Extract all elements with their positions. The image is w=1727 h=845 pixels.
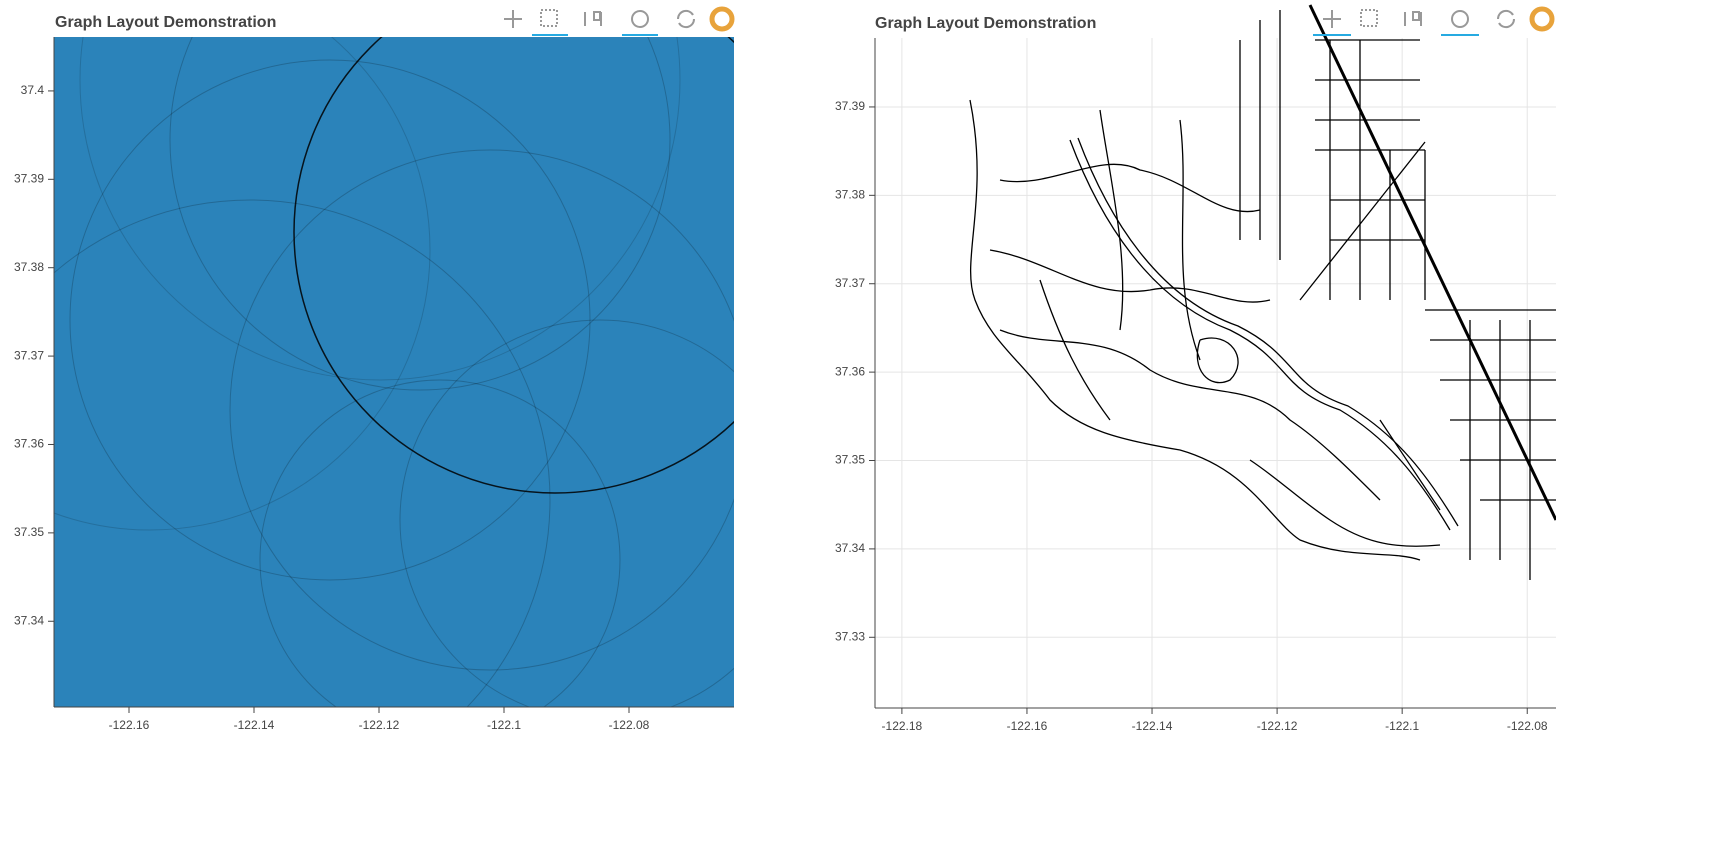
y-tick-label: 37.38 bbox=[14, 260, 44, 274]
pan-tool[interactable] bbox=[1323, 10, 1341, 28]
wheel-zoom-tool[interactable] bbox=[1404, 11, 1422, 26]
y-tick-label: 37.36 bbox=[835, 364, 865, 378]
y-tick-label: 37.35 bbox=[835, 453, 865, 467]
plot-left: Graph Layout Demonstration -122.16 -122.1… bbox=[14, 14, 734, 732]
toolbar-right[interactable] bbox=[1313, 6, 1555, 36]
box-zoom-tool[interactable] bbox=[540, 9, 558, 27]
pan-tool[interactable] bbox=[504, 10, 522, 28]
y-tick-label: 37.38 bbox=[835, 188, 865, 202]
x-tick-label: -122.1 bbox=[487, 718, 521, 732]
x-tick-label: -122.1 bbox=[1385, 719, 1419, 733]
y-tick-label: 37.39 bbox=[835, 99, 865, 113]
bokeh-logo[interactable] bbox=[709, 6, 735, 32]
x-tick-label: -122.16 bbox=[109, 718, 150, 732]
chart-title: Graph Layout Demonstration bbox=[875, 15, 1096, 32]
y-tick-label: 37.34 bbox=[14, 613, 44, 627]
y-tick-label: 37.35 bbox=[14, 525, 44, 539]
reset-tool[interactable] bbox=[676, 9, 696, 29]
chart-title: Graph Layout Demonstration bbox=[55, 14, 276, 31]
x-tick-label: -122.16 bbox=[1007, 719, 1048, 733]
y-tick-label: 37.37 bbox=[835, 276, 865, 290]
x-tick-label: -122.14 bbox=[1132, 719, 1173, 733]
tap-tool[interactable] bbox=[631, 10, 649, 28]
tap-tool[interactable] bbox=[1451, 10, 1469, 28]
wheel-zoom-tool[interactable] bbox=[584, 11, 602, 26]
plot-right: Graph Layout Demonstration -122.18 -122.1… bbox=[835, 4, 1556, 733]
box-zoom-tool[interactable] bbox=[1360, 9, 1378, 27]
bokeh-logo[interactable] bbox=[1529, 6, 1555, 32]
x-tick-label: -122.12 bbox=[1257, 719, 1298, 733]
x-tick-label: -122.12 bbox=[359, 718, 400, 732]
y-tick-label: 37.39 bbox=[14, 171, 44, 185]
toolbar-left[interactable] bbox=[504, 6, 735, 36]
y-tick-label: 37.33 bbox=[835, 629, 865, 643]
x-tick-label: -122.08 bbox=[1507, 719, 1548, 733]
x-tick-label: -122.18 bbox=[882, 719, 923, 733]
y-tick-label: 37.4 bbox=[21, 83, 45, 97]
grid bbox=[875, 38, 1556, 708]
y-tick-label: 37.36 bbox=[14, 437, 44, 451]
graph-nodes bbox=[54, 37, 734, 707]
graph-edges bbox=[969, 4, 1556, 580]
x-tick-label: -122.08 bbox=[609, 718, 650, 732]
reset-tool[interactable] bbox=[1496, 9, 1516, 29]
x-tick-label: -122.14 bbox=[234, 718, 275, 732]
y-tick-label: 37.37 bbox=[14, 348, 44, 362]
plot-area bbox=[54, 37, 734, 707]
y-tick-label: 37.34 bbox=[835, 541, 865, 555]
